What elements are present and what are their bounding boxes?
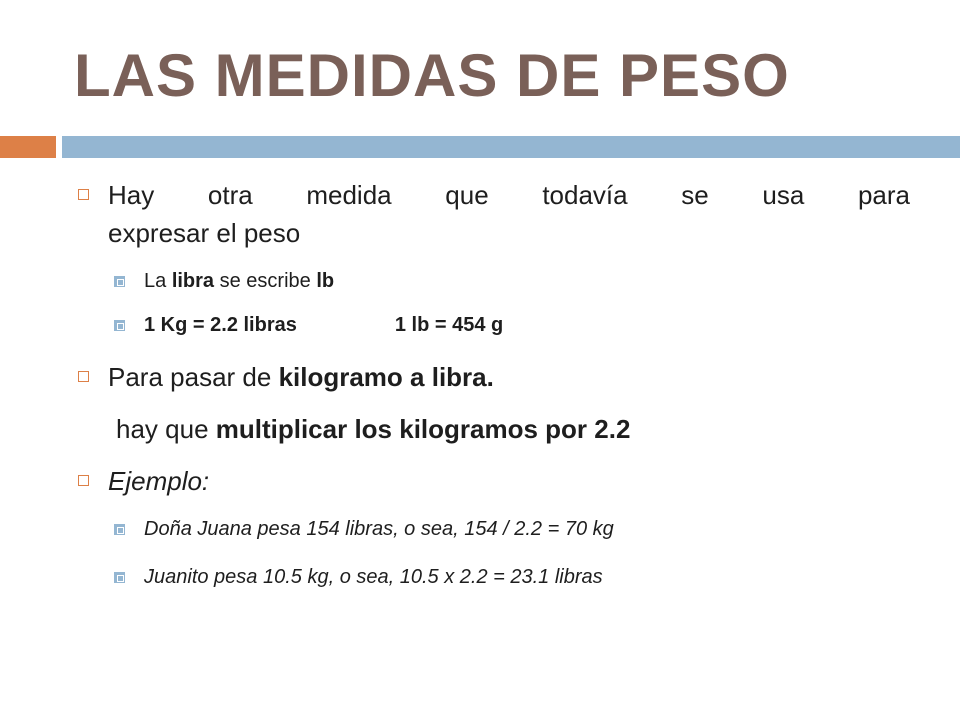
equivalence-kg-lb: 1 Kg = 2.2 libras [144, 314, 297, 336]
conversion-text-bold: kilogramo a libra. [278, 362, 494, 392]
example-juanito-text: Juanito pesa 10.5 kg, o sea, 10.5 x 2.2 … [144, 566, 603, 588]
filled-square-bullet-icon [114, 524, 125, 535]
slide-title: LAS MEDIDAS DE PESO [74, 42, 790, 109]
rule-text-pre: hay que [116, 414, 216, 444]
subbullet-text-mid: se escribe [214, 270, 317, 292]
subbullet-equivalences: 1 Kg = 2.2 libras 1 lb = 454 g [72, 310, 910, 340]
subbullet-text-pre: La [144, 270, 172, 292]
rule-text-bold: multiplicar los kilogramos por 2.2 [215, 414, 631, 444]
hollow-square-bullet-icon [78, 371, 89, 382]
subbullet-libra: La libra se escribe lb [72, 266, 910, 296]
slide-content: Hay otra medida que todavía se usa para … [72, 176, 910, 606]
bullet-line-1: Hay otra medida que todavía se usa para [108, 180, 910, 210]
conversion-rule: hay que multiplicar los kilogramos por 2… [72, 410, 910, 448]
filled-square-bullet-icon [114, 320, 125, 331]
bullet-line-2: expresar el peso [108, 218, 301, 248]
bullet-other-measure: Hay otra medida que todavía se usa para … [72, 176, 910, 252]
bullet-example: Ejemplo: [72, 462, 910, 500]
filled-square-bullet-icon [114, 276, 125, 287]
equivalence-lb-g: 1 lb = 454 g [394, 314, 504, 336]
subbullet-example-juana: Doña Juana pesa 154 libras, o sea, 154 /… [72, 514, 910, 544]
accent-bar-orange [0, 136, 56, 158]
filled-square-bullet-icon [114, 572, 125, 583]
hollow-square-bullet-icon [78, 189, 89, 200]
term-lb: lb [316, 270, 335, 292]
term-libra: libra [171, 270, 215, 292]
conversion-text-pre: Para pasar de [108, 362, 279, 392]
hollow-square-bullet-icon [78, 475, 89, 486]
example-juana-text: Doña Juana pesa 154 libras, o sea, 154 /… [144, 518, 614, 540]
example-heading: Ejemplo: [108, 466, 210, 496]
bullet-conversion: Para pasar de kilogramo a libra. [72, 358, 910, 396]
accent-bar-blue [62, 136, 960, 158]
subbullet-example-juanito: Juanito pesa 10.5 kg, o sea, 10.5 x 2.2 … [72, 562, 910, 592]
